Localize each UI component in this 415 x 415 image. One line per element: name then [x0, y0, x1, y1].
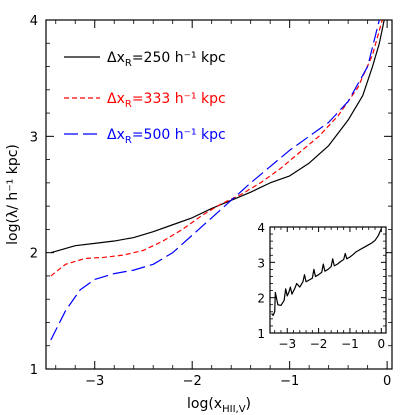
inset-xtick-label: −3 — [278, 337, 296, 351]
inset-frame — [269, 226, 387, 334]
main-series-line-1 — [50, 20, 383, 277]
main-ytick-label: 3 — [30, 130, 38, 145]
inset-xtick-label: 0 — [377, 337, 385, 351]
main-xtick-label: −2 — [183, 374, 202, 389]
main-plot: −3 −2 −1 0 1 2 3 4 log(xHII,V) log(λ/ h⁻¹ kpc) ΔxR… — [5, 14, 393, 415]
inset-ytick-label: 4 — [257, 221, 265, 235]
inset-series-line-0 — [271, 228, 382, 316]
main-xtick-label: −3 — [85, 374, 104, 389]
main-series-line-0 — [50, 20, 385, 254]
main-xtick-label: −1 — [280, 374, 299, 389]
inset-ytick-label: 1 — [257, 327, 265, 341]
inset-ytick-label: 2 — [257, 292, 265, 306]
legend-label-1: ΔxR=333 h⁻¹ kpc — [107, 91, 226, 110]
inset-xtick-label: −1 — [341, 337, 359, 351]
legend-label-0: ΔxR=250 h⁻¹ kpc — [107, 50, 226, 69]
main-xtick-label: 0 — [383, 374, 391, 389]
main-frame — [45, 19, 393, 370]
main-series-line-2 — [50, 20, 380, 341]
main-ytick-label: 2 — [30, 247, 38, 262]
legend-label-2: ΔxR=500 h⁻¹ kpc — [107, 127, 226, 146]
inset-xtick-label: −2 — [310, 337, 328, 351]
inset-plot: −3 −2 −1 0 1 2 3 4 — [257, 221, 387, 351]
x-axis-title: log(xHII,V) — [187, 396, 251, 415]
y-axis-title: log(λ/ h⁻¹ kpc) — [5, 144, 21, 245]
main-ytick-label: 4 — [30, 14, 38, 29]
inset-ytick-label: 3 — [257, 256, 265, 270]
main-ytick-label: 1 — [30, 363, 38, 378]
